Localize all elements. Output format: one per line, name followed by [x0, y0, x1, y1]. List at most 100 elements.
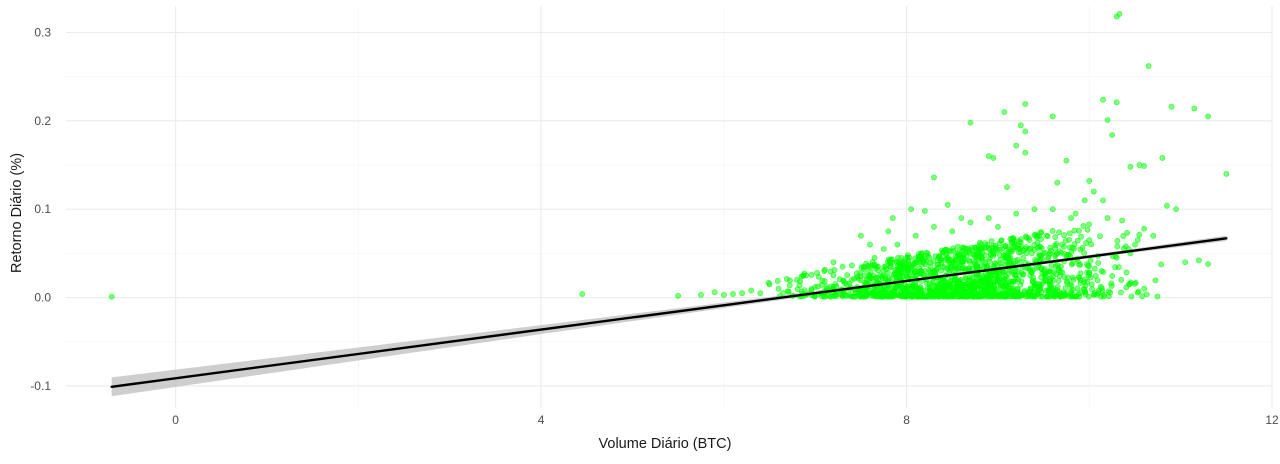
data-point [870, 272, 877, 279]
data-point [833, 293, 839, 300]
data-point [765, 279, 772, 286]
data-point [1067, 281, 1073, 288]
data-point [1173, 206, 1179, 213]
data-point [988, 238, 995, 244]
x-axis-title: Volume Diário (BTC) [599, 436, 732, 452]
data-point [1063, 157, 1070, 164]
data-point [1090, 188, 1097, 195]
data-point [1032, 256, 1039, 263]
data-point [711, 289, 718, 296]
data-point [797, 278, 803, 285]
data-point [1038, 229, 1045, 236]
scatter-points [108, 11, 1230, 300]
data-point [1017, 281, 1024, 288]
data-point [985, 215, 992, 221]
data-point [991, 278, 998, 285]
data-point [1119, 217, 1126, 224]
data-point [976, 290, 983, 297]
data-point [108, 293, 115, 300]
data-point [1118, 276, 1125, 283]
data-point [1003, 275, 1010, 282]
data-point [748, 287, 755, 294]
data-point [720, 292, 727, 298]
data-point [1083, 240, 1089, 246]
data-point [934, 285, 941, 292]
y-tick-label: 0.3 [34, 26, 51, 40]
data-point [947, 285, 954, 291]
data-point [698, 292, 704, 298]
data-point [995, 292, 1002, 299]
data-point [1074, 237, 1081, 244]
data-point [936, 254, 943, 260]
data-point [1141, 163, 1147, 169]
data-point [948, 292, 955, 299]
data-point [1038, 265, 1045, 272]
data-point [979, 257, 986, 264]
data-point [1131, 280, 1138, 287]
data-point [836, 276, 843, 283]
data-point [964, 284, 971, 291]
data-point [1023, 250, 1030, 257]
data-point [730, 291, 736, 297]
data-point [990, 155, 997, 161]
data-point [1081, 250, 1088, 256]
data-point [1036, 243, 1043, 250]
data-point [916, 270, 923, 277]
data-point [993, 245, 1000, 252]
data-point [1033, 234, 1040, 241]
data-point [997, 257, 1004, 263]
data-point [1072, 210, 1079, 217]
data-point [1154, 293, 1161, 300]
data-point [871, 293, 878, 299]
data-point [1013, 142, 1020, 149]
data-point [945, 254, 952, 261]
data-point [925, 252, 931, 259]
data-point [1104, 215, 1111, 221]
data-point [1026, 237, 1033, 244]
data-point [757, 290, 764, 297]
data-point [1120, 233, 1127, 239]
data-point [1003, 282, 1010, 288]
data-point [1104, 117, 1111, 123]
data-point [1052, 242, 1058, 249]
data-point [811, 293, 818, 300]
data-point [787, 277, 793, 284]
data-point [964, 246, 971, 253]
data-point [932, 269, 939, 276]
data-point [1086, 221, 1092, 228]
data-point [785, 288, 792, 295]
x-tick-label: 0 [172, 413, 179, 427]
data-point [959, 244, 966, 251]
data-point [1054, 284, 1061, 290]
data-point [1091, 265, 1098, 272]
data-point [950, 256, 957, 263]
data-point [857, 273, 864, 280]
data-point [1085, 262, 1091, 269]
data-point [1004, 244, 1011, 250]
data-point [1001, 109, 1008, 115]
data-point [967, 219, 974, 226]
data-point [931, 223, 937, 230]
data-point [1109, 132, 1116, 138]
data-point [957, 260, 964, 267]
data-point [976, 253, 983, 260]
data-point [1081, 197, 1088, 204]
data-point [1070, 287, 1076, 293]
data-point [818, 282, 825, 288]
data-point [971, 282, 978, 289]
data-point [921, 208, 928, 214]
data-point [1061, 251, 1068, 257]
data-point [1068, 215, 1074, 221]
data-point [880, 246, 887, 252]
data-point [924, 280, 930, 287]
data-point [985, 280, 992, 287]
data-point [909, 291, 915, 298]
data-point [974, 271, 981, 278]
data-point [929, 281, 936, 288]
data-point [846, 280, 853, 287]
data-point [899, 273, 906, 280]
data-point [1013, 275, 1020, 282]
data-point [1196, 257, 1202, 264]
